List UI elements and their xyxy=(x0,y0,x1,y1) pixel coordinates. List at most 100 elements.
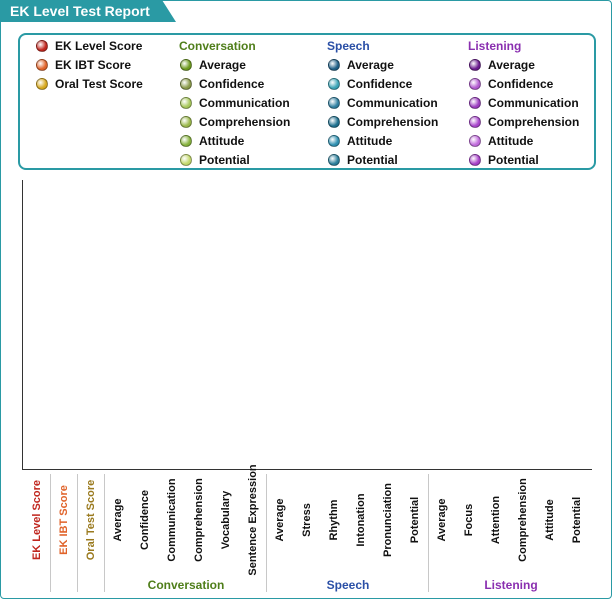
legend-swatch xyxy=(180,116,192,128)
axis-label-conversation-1: Confidence xyxy=(131,474,158,566)
title-tab-shape xyxy=(0,0,176,22)
legend-swatch xyxy=(469,97,481,109)
legend-swatch xyxy=(328,135,340,147)
axis-label-listening-1: Focus xyxy=(455,474,482,566)
axis-category-text: Potential xyxy=(408,496,421,544)
legend-item-ek-ibt-score: EK IBT Score xyxy=(36,57,131,73)
axis-label-listening-3: Comprehension xyxy=(509,474,536,566)
legend-label: Oral Test Score xyxy=(55,77,143,91)
legend-item-ek-level-score: EK Level Score xyxy=(36,38,142,54)
title-tab: EK Level Test Report xyxy=(0,0,176,22)
axis-label-speech-2: Rhythm xyxy=(320,474,347,566)
legend-item-speech-attitude: Attitude xyxy=(328,133,392,149)
x-axis-line xyxy=(22,469,592,470)
axis-category-text: Attitude xyxy=(543,499,556,541)
legend-swatch xyxy=(469,78,481,90)
legend-swatch xyxy=(180,59,192,71)
axis-category-text: Potential xyxy=(570,496,583,544)
axis-category-text: Comprehension xyxy=(192,478,205,562)
legend-item-listening-attitude: Attitude xyxy=(469,133,533,149)
legend-item-conversation-average: Average xyxy=(180,57,246,73)
legend-item-conversation-comprehension: Comprehension xyxy=(180,114,290,130)
legend-swatch xyxy=(180,154,192,166)
legend-swatch xyxy=(469,154,481,166)
axis-category-text: Average xyxy=(435,498,448,542)
axis-category-text: Intonation xyxy=(354,493,367,547)
axis-group-separator xyxy=(77,474,78,592)
axis-label-score-1: EK IBT Score xyxy=(50,474,77,566)
chart-plot-area xyxy=(22,180,592,470)
legend-item-conversation-attitude: Attitude xyxy=(180,133,244,149)
axis-group-separator xyxy=(50,474,51,592)
legend-item-listening-comprehension: Comprehension xyxy=(469,114,579,130)
legend-swatch xyxy=(469,116,481,128)
legend-swatch xyxy=(36,59,48,71)
axis-label-conversation-2: Communication xyxy=(158,474,185,566)
legend-item-speech-comprehension: Comprehension xyxy=(328,114,438,130)
legend-swatch xyxy=(36,78,48,90)
legend-swatch xyxy=(469,59,481,71)
axis-category-text: Attention xyxy=(489,495,502,545)
axis-category-text: Comprehension xyxy=(516,478,529,562)
axis-group-conversation: Conversation xyxy=(147,578,225,592)
legend-group-conversation-title: Conversation xyxy=(179,39,256,53)
y-axis-line xyxy=(22,180,23,470)
axis-group-separator xyxy=(104,474,105,592)
axis-category-text: EK IBT Score xyxy=(57,485,70,555)
axis-label-speech-1: Stress xyxy=(293,474,320,566)
axis-group-speech: Speech xyxy=(326,578,370,592)
legend-group-listening-title: Listening xyxy=(468,39,522,53)
axis-category-text: Pronunciation xyxy=(381,483,394,557)
legend-label: EK Level Score xyxy=(55,39,143,53)
axis-category-text: Communication xyxy=(165,478,178,562)
axis-group-separator xyxy=(428,474,429,592)
axis-category-text: Oral Test Score xyxy=(84,479,97,561)
axis-label-listening-4: Attitude xyxy=(536,474,563,566)
legend-item-conversation-communication: Communication xyxy=(180,95,290,111)
axis-label-conversation-5: Sentence Expression xyxy=(239,464,266,575)
axis-label-conversation-4: Vocabulary xyxy=(212,474,239,566)
legend-label: EK IBT Score xyxy=(55,58,132,72)
legend-item-listening-confidence: Confidence xyxy=(469,76,553,92)
legend-swatch xyxy=(328,78,340,90)
legend-box: EK Level Score EK IBT Score Oral Test Sc… xyxy=(18,33,596,170)
legend-swatch xyxy=(36,40,48,52)
legend-swatch xyxy=(328,97,340,109)
legend-swatch xyxy=(180,78,192,90)
axis-label-score-0: EK Level Score xyxy=(23,474,50,566)
legend-item-listening-communication: Communication xyxy=(469,95,579,111)
axis-category-text: Average xyxy=(273,498,286,542)
legend-swatch xyxy=(328,116,340,128)
legend-group-speech-title: Speech xyxy=(327,39,370,53)
legend-item-speech-average: Average xyxy=(328,57,394,73)
legend-item-listening-potential: Potential xyxy=(469,152,539,168)
axis-label-speech-4: Pronunciation xyxy=(374,474,401,566)
axis-label-conversation-0: Average xyxy=(104,474,131,566)
legend-swatch xyxy=(180,135,192,147)
legend-swatch xyxy=(328,59,340,71)
axis-category-text: Vocabulary xyxy=(219,490,232,550)
axis-category-text: Focus xyxy=(462,503,475,537)
axis-group-listening: Listening xyxy=(484,578,538,592)
legend-item-conversation-confidence: Confidence xyxy=(180,76,264,92)
legend-item-oral-test-score: Oral Test Score xyxy=(36,76,143,92)
axis-label-speech-5: Potential xyxy=(401,474,428,566)
legend-item-listening-average: Average xyxy=(469,57,535,73)
axis-label-score-2: Oral Test Score xyxy=(77,474,104,566)
axis-category-text: Stress xyxy=(300,503,313,537)
legend-item-speech-confidence: Confidence xyxy=(328,76,412,92)
axis-label-speech-3: Intonation xyxy=(347,474,374,566)
axis-label-listening-5: Potential xyxy=(563,474,590,566)
legend-swatch xyxy=(328,154,340,166)
axis-label-listening-2: Attention xyxy=(482,474,509,566)
legend-swatch xyxy=(180,97,192,109)
legend-swatch xyxy=(469,135,481,147)
axis-label-speech-0: Average xyxy=(266,474,293,566)
axis-category-text: Confidence xyxy=(138,490,151,550)
axis-category-text: EK Level Score xyxy=(30,479,43,561)
axis-category-text: Rhythm xyxy=(327,499,340,541)
axis-group-separator xyxy=(266,474,267,592)
axis-label-listening-0: Average xyxy=(428,474,455,566)
axis-label-conversation-3: Comprehension xyxy=(185,474,212,566)
